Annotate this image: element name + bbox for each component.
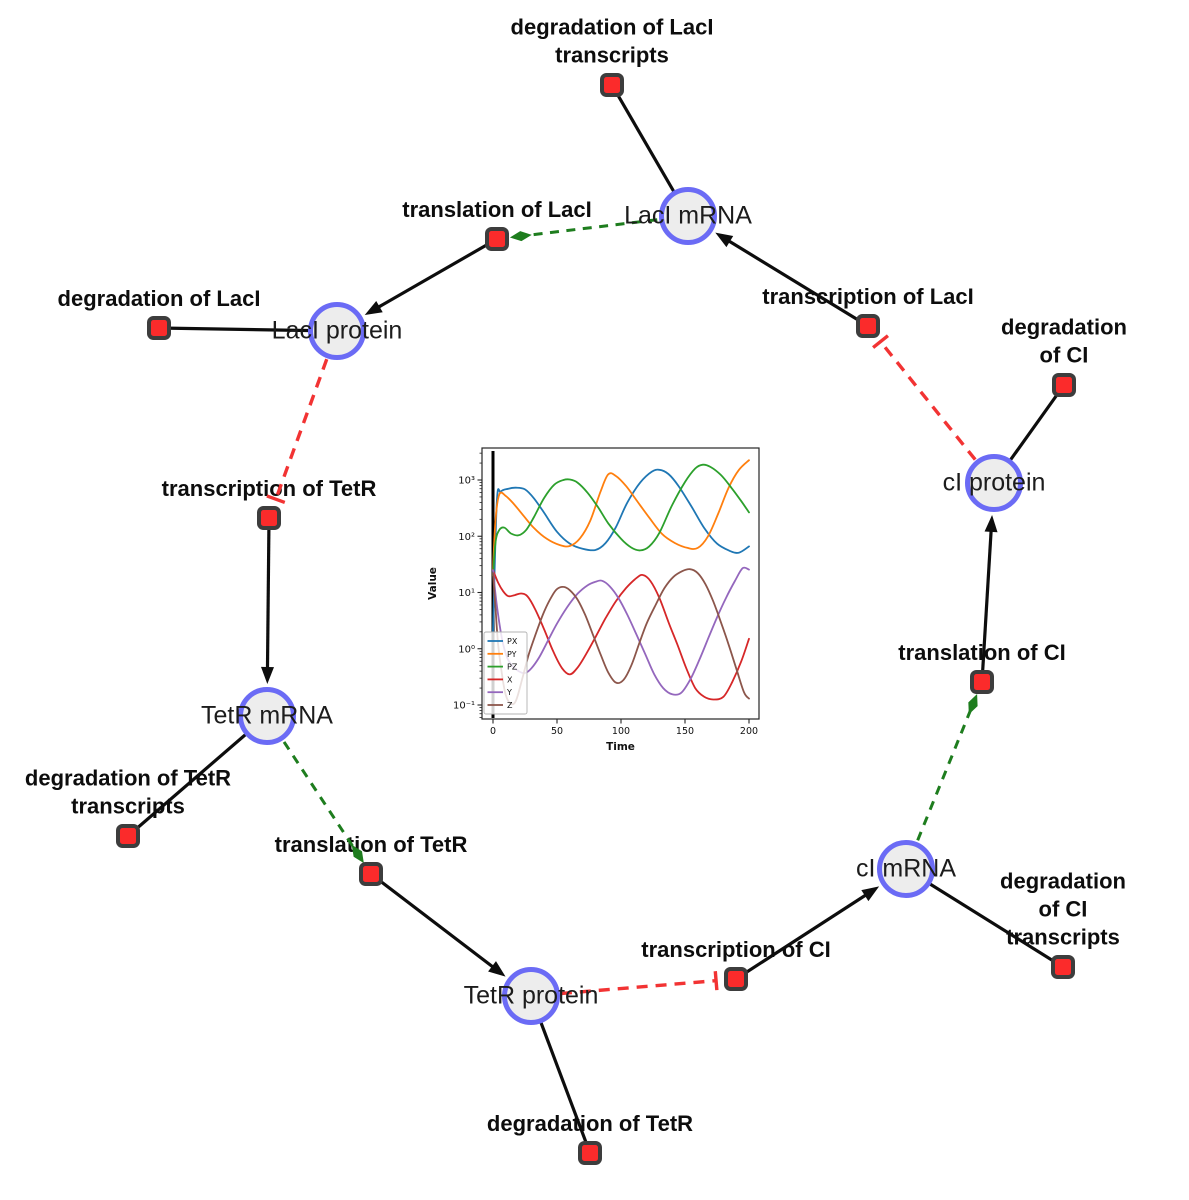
edge-modifier-laci_mrna-transl_laci <box>509 218 658 242</box>
svg-text:PY: PY <box>507 650 517 659</box>
series-line-PY <box>492 459 750 571</box>
edge-inhibition-laci_protein-txn_tetr <box>266 358 329 505</box>
reaction-label-deg_tetr_tx: degradation of TetR transcripts <box>24 765 232 819</box>
species-label-tetr_mrna: TetR mRNA <box>201 701 333 730</box>
edge-production-txn_tetr-tetr_mrna <box>260 517 274 685</box>
svg-text:PZ: PZ <box>507 663 518 672</box>
timeseries-plot: 0 50 100 150 200Time10³10²10¹10⁰10⁻¹ValuePXP… <box>427 447 760 753</box>
reaction-node-transl_ci[interactable] <box>970 670 994 694</box>
reaction-node-txn_ci[interactable] <box>724 967 748 991</box>
series-line-X <box>492 569 750 701</box>
reaction-label-txn_laci: transcription of LacI <box>762 283 974 309</box>
svg-text:0: 0 <box>490 726 496 737</box>
reaction-node-deg_tetr[interactable] <box>578 1141 602 1165</box>
legend-item-PX: PX <box>487 637 518 646</box>
reaction-label-deg_ci: degradation of CI <box>1001 314 1127 368</box>
edge-production-transl_ci-ci_protein <box>980 514 998 683</box>
legend-item-PZ: PZ <box>487 663 518 672</box>
svg-text:10⁰: 10⁰ <box>458 644 475 655</box>
reaction-label-transl_laci: translation of LacI <box>402 196 592 222</box>
svg-text:10²: 10² <box>458 532 475 543</box>
species-node-ci_mrna[interactable] <box>877 840 935 898</box>
species-node-tetr_mrna[interactable] <box>238 687 296 745</box>
species-node-laci_protein[interactable] <box>308 302 366 360</box>
y-axis-label: Value <box>428 567 439 600</box>
edge-consumption-ci_mrna-deg_ci_tx <box>905 867 1064 969</box>
reaction-node-deg_tetr_tx[interactable] <box>116 824 140 848</box>
reaction-label-txn_ci: transcription of CI <box>641 936 831 962</box>
edge-inhibition-ci_protein-txn_laci <box>872 334 977 461</box>
svg-text:10³: 10³ <box>458 476 475 487</box>
series-line-PZ <box>492 463 750 577</box>
legend: PX PY PZ XYZ <box>483 631 528 715</box>
species-node-tetr_protein[interactable] <box>502 967 560 1025</box>
reaction-node-transl_tetr[interactable] <box>359 862 383 886</box>
series-line-PX <box>492 468 750 633</box>
species-label-laci_protein: LacI protein <box>271 316 403 345</box>
edge-inhibition-tetr_protein-txn_ci <box>560 971 719 996</box>
species-label-ci_mrna: cI mRNA <box>856 854 956 883</box>
svg-text:150: 150 <box>676 726 694 737</box>
svg-text:100: 100 <box>612 726 630 737</box>
nodes-group <box>116 73 1076 1165</box>
edge-modifier-tetr_mrna-transl_tetr <box>282 741 364 864</box>
svg-text:200: 200 <box>740 726 758 737</box>
svg-text:X: X <box>507 675 513 684</box>
legend-item-PY: PY <box>487 650 517 659</box>
legend-item-Y: Y <box>487 688 512 697</box>
reaction-label-deg_laci: degradation of LacI <box>57 285 261 311</box>
edge-consumption-tetr_mrna-deg_tetr_tx <box>126 714 269 838</box>
edge-modifier-ci_mrna-transl_ci <box>916 694 978 841</box>
edge-production-txn_laci-laci_mrna <box>715 232 869 328</box>
reaction-node-deg_ci_tx[interactable] <box>1051 955 1075 979</box>
species-node-ci_protein[interactable] <box>965 454 1023 512</box>
reaction-node-txn_laci[interactable] <box>856 314 880 338</box>
reaction-label-transl_tetr: translation of TetR <box>274 831 468 857</box>
edges-group <box>126 84 1066 1154</box>
edge-production-txn_ci-ci_mrna <box>735 886 880 981</box>
reaction-label-deg_laci_tx: degradation of LacI transcripts <box>510 14 714 68</box>
svg-text:Y: Y <box>506 688 512 697</box>
svg-text:10¹: 10¹ <box>458 588 475 599</box>
legend-item-X: X <box>487 675 513 684</box>
edge-production-transl_tetr-tetr_protein <box>370 872 506 977</box>
reaction-node-deg_laci[interactable] <box>147 316 171 340</box>
y-axis: 10³ 10² 10¹ 10⁰ 10⁻¹ Value <box>427 452 482 718</box>
edge-production-transl_laci-laci_protein <box>364 237 498 316</box>
svg-text:50: 50 <box>551 726 563 737</box>
species-label-ci_protein: cI protein <box>942 468 1046 497</box>
reaction-label-deg_tetr: degradation of TetR <box>486 1110 694 1136</box>
reaction-node-txn_tetr[interactable] <box>257 506 281 530</box>
svg-text:Z: Z <box>507 701 513 710</box>
svg-text:PX: PX <box>507 637 518 646</box>
reaction-label-deg_ci_tx: degradation of CI transcripts <box>1000 868 1126 950</box>
x-axis: 0 50 100 150 200 Time <box>490 719 758 753</box>
x-axis-label: Time <box>606 741 635 753</box>
svg-text:10⁻¹: 10⁻¹ <box>453 701 475 712</box>
reaction-node-deg_ci[interactable] <box>1052 373 1076 397</box>
species-node-laci_mrna[interactable] <box>659 187 717 245</box>
reaction-label-transl_ci: translation of CI <box>898 639 1066 665</box>
legend-item-Z: Z <box>487 701 513 710</box>
reaction-node-transl_laci[interactable] <box>485 227 509 251</box>
edge-consumption-laci_protein-deg_laci <box>158 326 338 333</box>
simulation-inset-chart: 0 50 100 150 200 Time 10³ 10² 10¹ 10⁰ 10⁻¹ Value PX P… <box>427 438 775 768</box>
species-label-tetr_protein: TetR protein <box>463 981 599 1010</box>
reaction-node-deg_laci_tx[interactable] <box>600 73 624 97</box>
species-label-laci_mrna: LacI mRNA <box>624 201 752 230</box>
